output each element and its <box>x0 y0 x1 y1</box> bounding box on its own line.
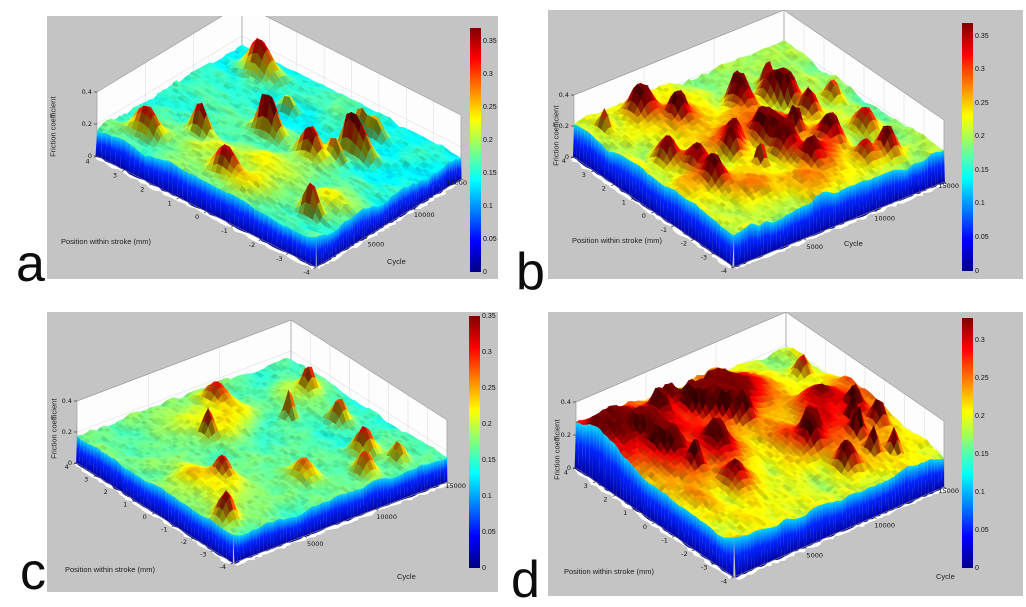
colorbar-tick-label: 0.1 <box>482 492 492 500</box>
z-axis-label: Friction coefficient <box>552 419 562 480</box>
panel-letter-b: b <box>516 243 545 301</box>
colorbar-tick-label: 0.3 <box>483 70 493 78</box>
colorbar-tick-label: 0.3 <box>975 337 985 345</box>
colorbar-tick-label: 0.15 <box>483 169 497 177</box>
y-axis-label: Position within stroke (mm) <box>65 565 156 574</box>
colorbar-tick-label: 0.35 <box>482 312 496 320</box>
z-axis-label: Friction coefficient <box>48 96 58 157</box>
colorbar-tick-label: 0 <box>482 564 486 572</box>
x-axis-label: Cycle <box>397 572 416 581</box>
panel-letter-c: c <box>20 543 46 601</box>
colorbar-tick-label: 0.15 <box>975 450 989 458</box>
x-axis-label: Cycle <box>936 572 955 581</box>
x-axis-label: Cycle <box>844 239 863 248</box>
colorbar-tick-label: 0 <box>483 268 487 276</box>
colorbar-gradient <box>469 316 480 568</box>
colorbar-tick-label: 0.3 <box>975 66 985 74</box>
colorbar: 0.35 0.3 0.25 0.2 0.15 0.1 0.05 0 <box>469 313 496 572</box>
colorbar-tick-label: 0.3 <box>482 348 492 356</box>
colorbar-tick-label: 0.2 <box>975 133 985 141</box>
colorbar-tick-label: 0.2 <box>975 412 985 420</box>
colorbar-tick-label: 0.05 <box>975 233 989 241</box>
colorbar-tick-label: 0.05 <box>483 235 497 243</box>
colorbar-gradient <box>962 23 973 271</box>
z-axis-label: Friction coefficient <box>49 398 59 459</box>
colorbar-tick-label: 0 <box>975 267 979 275</box>
colorbar-tick-label: 0.1 <box>483 202 493 210</box>
subplot-c: Friction coefficient Position within str… <box>47 312 498 592</box>
y-axis-label: Position within stroke (mm) <box>61 237 152 246</box>
colorbar-tick-label: 0.1 <box>975 200 985 208</box>
colorbar-tick-label: 0.25 <box>483 103 497 111</box>
subplot-d: Friction coefficient Position within str… <box>548 312 1023 596</box>
z-axis-label: Friction coefficient <box>551 105 561 166</box>
colorbar-tick-label: 0.2 <box>483 136 493 144</box>
colorbar-tick-label: 0.05 <box>975 526 989 534</box>
subplot-b: Friction coefficient Position within str… <box>548 10 1023 279</box>
colorbar-tick-label: 0.15 <box>975 166 989 174</box>
colorbar-tick-label: 0.35 <box>483 37 497 45</box>
surface-plot-b <box>548 10 1023 279</box>
y-axis-label: Position within stroke (mm) <box>564 567 655 576</box>
colorbar: 0.3 0.25 0.2 0.15 0.1 0.05 0 <box>962 318 989 572</box>
colorbar-tick-label: 0.25 <box>975 375 989 383</box>
colorbar-gradient <box>470 28 481 272</box>
colorbar-tick-label: 0.15 <box>482 456 496 464</box>
colorbar-tick-label: 0.35 <box>975 32 989 40</box>
y-axis-label: Position within stroke (mm) <box>572 236 663 245</box>
colorbar-gradient <box>962 318 973 568</box>
x-axis-label: Cycle <box>387 257 406 266</box>
panel-letter-a: a <box>16 235 45 293</box>
colorbar-tick-label: 0.25 <box>482 384 496 392</box>
colorbar: 0.35 0.3 0.25 0.2 0.15 0.1 0.05 0 <box>962 23 989 275</box>
colorbar-tick-label: 0.05 <box>482 528 496 536</box>
panel-letter-d: d <box>511 551 540 607</box>
colorbar: 0.35 0.3 0.25 0.2 0.15 0.1 0.05 0 <box>470 28 497 276</box>
surface-plot-a <box>47 16 498 279</box>
surface-plot-d <box>548 312 1023 596</box>
colorbar-tick-label: 0.25 <box>975 99 989 107</box>
subplot-a: Friction coefficient Position within str… <box>47 16 498 279</box>
colorbar-tick-label: 0.1 <box>975 488 985 496</box>
colorbar-tick-label: 0.2 <box>482 420 492 428</box>
colorbar-tick-label: 0 <box>975 564 979 572</box>
surface-plot-c <box>47 312 498 592</box>
